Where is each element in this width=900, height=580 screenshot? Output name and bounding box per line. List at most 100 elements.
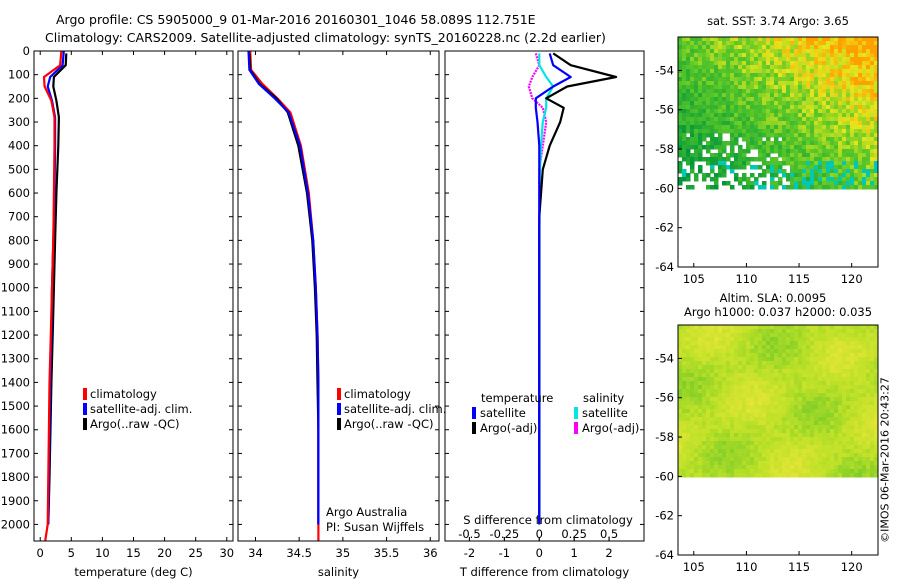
heatmap-cell xyxy=(758,173,763,178)
heatmap-cell xyxy=(746,381,751,386)
heatmap-cell xyxy=(714,409,719,414)
heatmap-cell xyxy=(802,169,807,174)
heatmap-cell xyxy=(858,469,863,474)
heatmap-cell xyxy=(754,101,759,106)
heatmap-cell xyxy=(830,453,835,458)
heatmap-cell xyxy=(718,149,723,154)
heatmap-cell xyxy=(678,181,683,186)
heatmap-cell xyxy=(738,345,743,350)
heatmap-cell xyxy=(786,457,791,462)
heatmap-cell xyxy=(750,393,755,398)
heatmap-cell xyxy=(758,449,763,454)
heatmap-cell xyxy=(698,389,703,394)
heatmap-cell xyxy=(870,401,875,406)
heatmap-cell xyxy=(698,429,703,434)
heatmap-cell xyxy=(850,105,855,110)
heatmap-cell xyxy=(714,53,719,58)
heatmap-cell xyxy=(858,57,863,62)
heatmap-cell xyxy=(842,333,847,338)
heatmap-cell xyxy=(750,425,755,430)
heatmap-cell xyxy=(830,461,835,466)
heatmap-cell xyxy=(738,177,743,182)
heatmap-cell xyxy=(698,377,703,382)
heatmap-cell xyxy=(874,413,879,418)
heatmap-cell xyxy=(794,169,799,174)
heatmap-cell xyxy=(686,101,691,106)
heatmap-cell xyxy=(770,141,775,146)
heatmap-cell xyxy=(810,113,815,118)
heatmap-cell xyxy=(734,173,739,178)
heatmap-cell xyxy=(774,57,779,62)
heatmap-cell xyxy=(718,77,723,82)
heatmap-cell xyxy=(698,449,703,454)
heatmap-cell xyxy=(690,161,695,166)
heatmap-cell xyxy=(722,421,727,426)
heatmap-cell xyxy=(694,57,699,62)
heatmap-cell xyxy=(822,57,827,62)
heatmap-cell xyxy=(766,385,771,390)
heatmap-cell xyxy=(710,349,715,354)
heatmap-cell xyxy=(690,357,695,362)
heatmap-cell xyxy=(770,37,775,42)
heatmap-cell xyxy=(746,433,751,438)
heatmap-cell xyxy=(838,57,843,62)
heatmap-cell xyxy=(754,341,759,346)
heatmap-cell xyxy=(850,465,855,470)
heatmap-cell xyxy=(678,177,683,182)
heatmap-cell xyxy=(794,61,799,66)
heatmap-cell xyxy=(778,361,783,366)
heatmap-cell xyxy=(726,445,731,450)
heatmap-cell xyxy=(802,417,807,422)
heatmap-cell xyxy=(722,437,727,442)
heatmap-cell xyxy=(722,85,727,90)
heatmap-cell xyxy=(702,73,707,78)
heatmap-cell xyxy=(714,61,719,66)
heatmap-cell xyxy=(774,333,779,338)
heatmap-cell xyxy=(714,349,719,354)
heatmap-cell xyxy=(854,49,859,54)
heatmap-cell xyxy=(822,429,827,434)
heatmap-cell xyxy=(770,41,775,46)
heatmap-cell xyxy=(818,73,823,78)
heatmap-cell xyxy=(718,381,723,386)
heatmap-cell xyxy=(838,85,843,90)
heatmap-cell xyxy=(750,73,755,78)
heatmap-cell xyxy=(830,449,835,454)
heatmap-cell xyxy=(774,349,779,354)
heatmap-cell xyxy=(758,405,763,410)
heatmap-cell xyxy=(738,381,743,386)
heatmap-cell xyxy=(798,177,803,182)
heatmap-cell xyxy=(858,465,863,470)
heatmap-cell xyxy=(806,385,811,390)
heatmap-cell xyxy=(718,397,723,402)
heatmap-cell xyxy=(766,113,771,118)
heatmap-cell xyxy=(786,405,791,410)
heatmap-cell xyxy=(706,53,711,58)
heatmap-cell xyxy=(714,369,719,374)
heatmap-cell xyxy=(730,117,735,122)
heatmap-cell xyxy=(790,409,795,414)
heatmap-cell xyxy=(798,341,803,346)
heatmap-cell xyxy=(702,341,707,346)
heatmap-cell xyxy=(834,441,839,446)
heatmap-cell xyxy=(702,113,707,118)
heatmap-cell xyxy=(738,425,743,430)
heatmap-cell xyxy=(866,161,871,166)
heatmap-cell xyxy=(838,349,843,354)
heatmap-cell xyxy=(722,157,727,162)
heatmap-cell xyxy=(762,373,767,378)
heatmap-cell xyxy=(746,397,751,402)
heatmap-cell xyxy=(858,165,863,170)
heatmap-cell xyxy=(858,421,863,426)
heatmap-cell xyxy=(686,421,691,426)
heatmap-cell xyxy=(830,41,835,46)
heatmap-cell xyxy=(750,77,755,82)
heatmap-cell xyxy=(678,465,683,470)
heatmap-cell xyxy=(846,389,851,394)
heatmap-cell xyxy=(846,145,851,150)
heatmap-cell xyxy=(762,153,767,158)
heatmap-cell xyxy=(854,413,859,418)
heatmap-cell xyxy=(738,337,743,342)
heatmap-cell xyxy=(850,345,855,350)
heatmap-cell xyxy=(710,117,715,122)
